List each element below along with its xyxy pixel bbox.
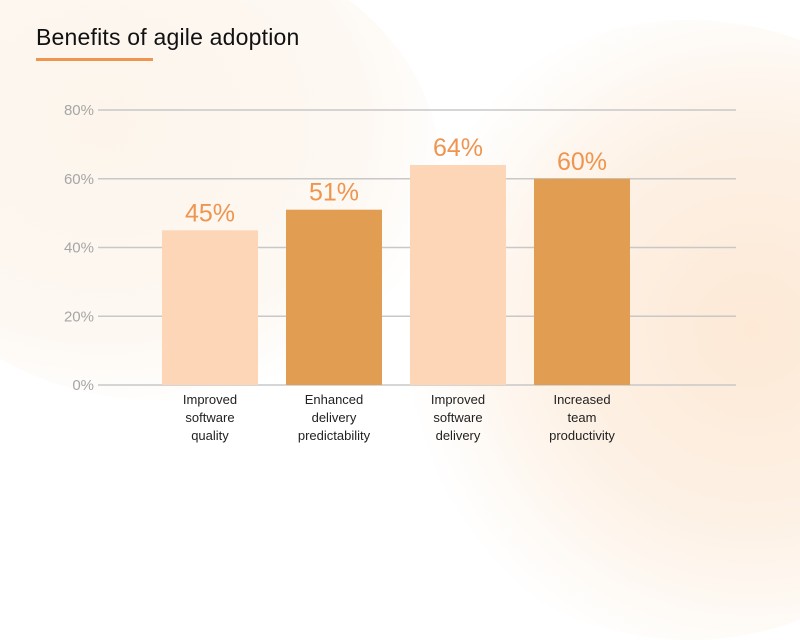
x-tick-label: Increased team productivity bbox=[549, 392, 615, 443]
data-label: 45% bbox=[185, 199, 235, 227]
bar bbox=[534, 178, 630, 385]
y-tick-label: 20% bbox=[64, 308, 94, 325]
bar bbox=[286, 209, 382, 385]
y-tick-label: 0% bbox=[72, 377, 94, 394]
bar bbox=[162, 230, 258, 385]
data-label: 64% bbox=[433, 134, 483, 162]
x-tick-label-line: Improved bbox=[183, 392, 237, 407]
x-tick-label-line: software bbox=[185, 410, 234, 425]
x-tick-label-line: Enhanced bbox=[305, 392, 364, 407]
bar-chart: 0% 20% 40% 60% 80% 45% Improved software quality… bbox=[64, 102, 736, 443]
x-tick-label-line: delivery bbox=[436, 428, 481, 443]
y-tick-label: 80% bbox=[64, 102, 94, 119]
x-tick-label-line: predictability bbox=[298, 428, 371, 443]
x-tick-label-line: quality bbox=[191, 428, 229, 443]
x-tick-label-line: Increased bbox=[553, 392, 610, 407]
x-tick-label: Improved software delivery bbox=[431, 392, 485, 443]
data-label: 51% bbox=[309, 179, 359, 207]
y-tick-label: 40% bbox=[64, 240, 94, 257]
data-label: 60% bbox=[557, 148, 607, 176]
x-tick-label-line: software bbox=[433, 410, 482, 425]
x-tick-label-line: productivity bbox=[549, 428, 615, 443]
x-tick-label-line: Improved bbox=[431, 392, 485, 407]
x-tick-label: Improved software quality bbox=[183, 392, 237, 443]
chart-title: Benefits of agile adoption bbox=[36, 24, 300, 50]
y-tick-label: 60% bbox=[64, 171, 94, 188]
x-tick-label-line: team bbox=[568, 410, 597, 425]
x-tick-label-line: delivery bbox=[312, 410, 357, 425]
title-underline bbox=[36, 58, 153, 61]
bar bbox=[410, 165, 506, 385]
x-tick-label: Enhanced delivery predictability bbox=[298, 392, 371, 443]
